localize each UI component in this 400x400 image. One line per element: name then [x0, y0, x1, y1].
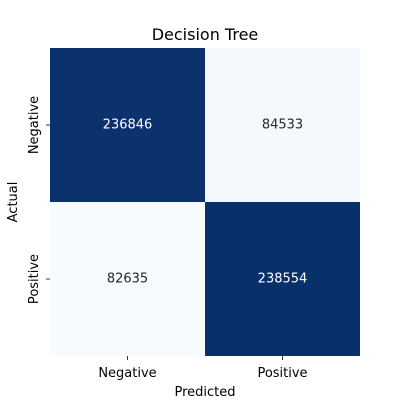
- cell-value-label: 238554: [258, 272, 308, 287]
- heatmap-cell: [50, 202, 205, 356]
- x-axis-label: Predicted: [174, 385, 235, 400]
- x-tick-label: Negative: [98, 366, 156, 381]
- y-axis-ticks: Negative Positive: [27, 96, 50, 304]
- x-tick-label: Positive: [257, 366, 307, 381]
- cell-value-label: 84533: [262, 118, 303, 133]
- y-tick-label: Negative: [27, 96, 42, 154]
- cell-value-label: 82635: [107, 272, 148, 287]
- chart-title: Decision Tree: [152, 25, 259, 44]
- cell-value-label: 236846: [103, 118, 153, 133]
- heatmap-cells: [50, 48, 360, 356]
- heatmap-cell: [205, 48, 360, 202]
- x-axis-ticks: Negative Positive: [98, 356, 308, 381]
- heatmap-cell-labels: 236846 84533 82635 238554: [103, 118, 308, 287]
- y-tick-label: Positive: [27, 254, 42, 304]
- heatmap-cell: [50, 48, 205, 202]
- heatmap-cell: [205, 202, 360, 356]
- y-axis-label: Actual: [6, 182, 21, 223]
